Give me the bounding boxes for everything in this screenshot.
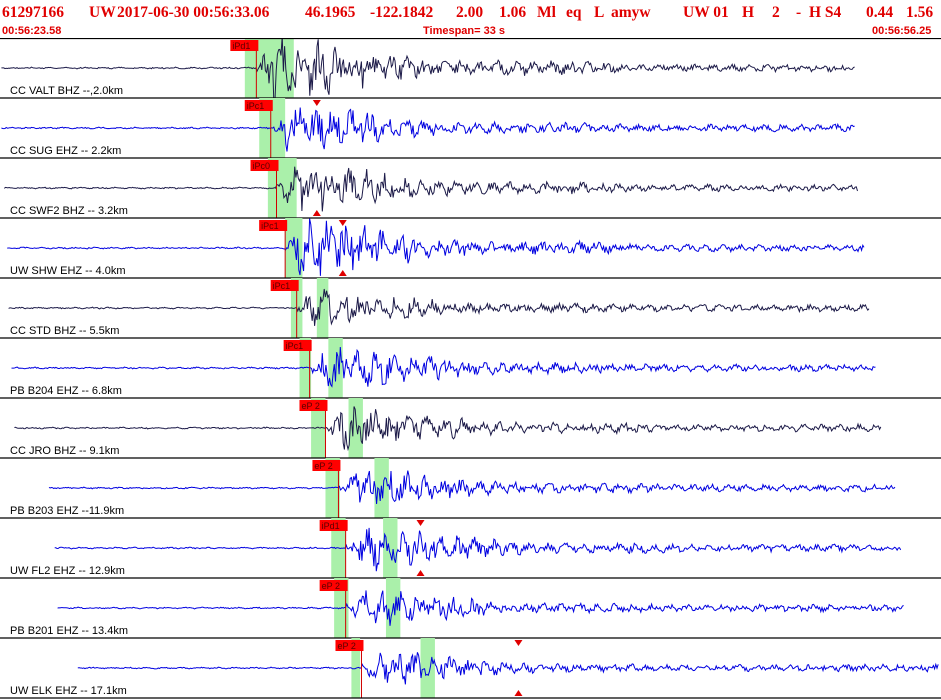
- station-label: PB B203 EHZ --11.9km: [10, 505, 124, 517]
- station-label: CC STD BHZ -- 5.5km: [10, 325, 119, 337]
- pick-flag: [299, 400, 328, 411]
- event-error: 1.56: [906, 4, 934, 21]
- pick-window: [348, 398, 363, 458]
- pick-flag: [250, 160, 279, 171]
- station-label: PB B204 EHZ -- 6.8km: [10, 385, 122, 397]
- start-time: 00:56:23.58: [2, 25, 62, 37]
- waveform-trace: [8, 288, 870, 326]
- event-count: 2: [772, 4, 780, 21]
- pick-label: iPc1: [247, 101, 265, 111]
- station-label: CC JRO BHZ -- 9.1km: [10, 445, 119, 457]
- station-label: UW FL2 EHZ -- 12.9km: [10, 565, 125, 577]
- pick-flag: [230, 40, 259, 51]
- pick-window: [299, 338, 312, 398]
- pick-flag: [270, 280, 299, 291]
- event-type: eq: [566, 4, 582, 21]
- pick-flag: [335, 640, 364, 651]
- event-analyst: amyw: [611, 4, 651, 21]
- pick-flag: [283, 340, 312, 351]
- pick-flag: [319, 580, 348, 591]
- pick-window: [311, 398, 326, 458]
- station-label: CC VALT BHZ --,2.0km: [10, 85, 123, 97]
- pick-flag: [259, 220, 288, 231]
- arrival-marker-down: [416, 520, 425, 526]
- waveform-trace: [48, 470, 896, 505]
- waveform-trace: [77, 652, 939, 685]
- event-solution: UW 01: [683, 4, 729, 21]
- event-quality: H: [742, 4, 755, 21]
- event-depth: 2.00: [456, 4, 484, 21]
- event-datetime: 2017-06-30 00:56:33.06: [117, 4, 270, 21]
- event-magnitude: 1.06: [499, 4, 527, 21]
- pick-flag: [244, 100, 273, 111]
- event-magnitude-type: Ml: [537, 4, 556, 21]
- arrival-marker-down: [312, 100, 321, 106]
- event-review: H S4: [809, 4, 842, 21]
- timespan: Timespan= 33 s: [423, 25, 506, 37]
- station-label: PB B201 EHZ -- 13.4km: [10, 625, 128, 637]
- station-label: CC SWF2 BHZ -- 3.2km: [10, 205, 128, 217]
- event-id: 61297166: [2, 4, 64, 21]
- waveform-trace: [1, 38, 855, 103]
- event-status: L: [594, 4, 605, 21]
- event-network: UW: [89, 4, 116, 21]
- pick-label: iPc1: [273, 281, 291, 291]
- waveform-trace: [57, 590, 904, 626]
- pick-label: iPc1: [286, 341, 304, 351]
- pick-label: iPc0: [253, 161, 271, 171]
- pick-label: eP 2: [314, 461, 332, 471]
- waveform-trace: [3, 166, 858, 212]
- event-flag: -: [796, 4, 802, 21]
- pick-flag: [312, 460, 341, 471]
- station-label: UW SHW EHZ -- 4.0km: [10, 265, 126, 277]
- waveform-trace: [11, 346, 876, 388]
- station-label: CC SUG EHZ -- 2.2km: [10, 145, 121, 157]
- waveform-trace: [7, 218, 865, 276]
- arrival-marker-down: [514, 640, 523, 646]
- event-header: 61297166 UW 2017-06-30 00:56:33.06 46.19…: [0, 0, 941, 26]
- station-label: UW ELK EHZ -- 17.1km: [10, 685, 127, 697]
- pick-window: [316, 278, 329, 338]
- pick-label: eP 2: [337, 641, 355, 651]
- pick-label: iPd1: [232, 41, 250, 51]
- pick-window: [420, 638, 435, 698]
- end-time: 00:56:56.25: [872, 25, 932, 37]
- arrival-marker-up: [312, 210, 321, 216]
- time-bar: 00:56:23.58 Timespan= 33 s 00:56:56.25: [0, 24, 941, 38]
- pick-flag: [319, 520, 348, 531]
- pick-label: eP 2: [301, 401, 319, 411]
- event-longitude: -122.1842: [370, 4, 434, 21]
- arrival-marker-down: [338, 220, 347, 226]
- pick-window: [383, 518, 398, 578]
- arrival-marker-up: [514, 690, 523, 696]
- waveform-trace: [54, 527, 902, 572]
- arrival-marker-up: [338, 270, 347, 276]
- event-latitude: 46.1965: [305, 4, 356, 21]
- waveform-trace: [1, 107, 855, 152]
- seismogram-panel: iPd1 CC VALT BHZ --,2.0km iPc1 CC SUG EHZ -…: [0, 38, 941, 699]
- waveform-trace: [14, 406, 882, 452]
- pick-label: eP 2: [322, 581, 340, 591]
- event-rms: 0.44: [866, 4, 894, 21]
- pick-label: iPc1: [261, 221, 279, 231]
- pick-label: iPd1: [322, 521, 340, 531]
- arrival-marker-up: [416, 570, 425, 576]
